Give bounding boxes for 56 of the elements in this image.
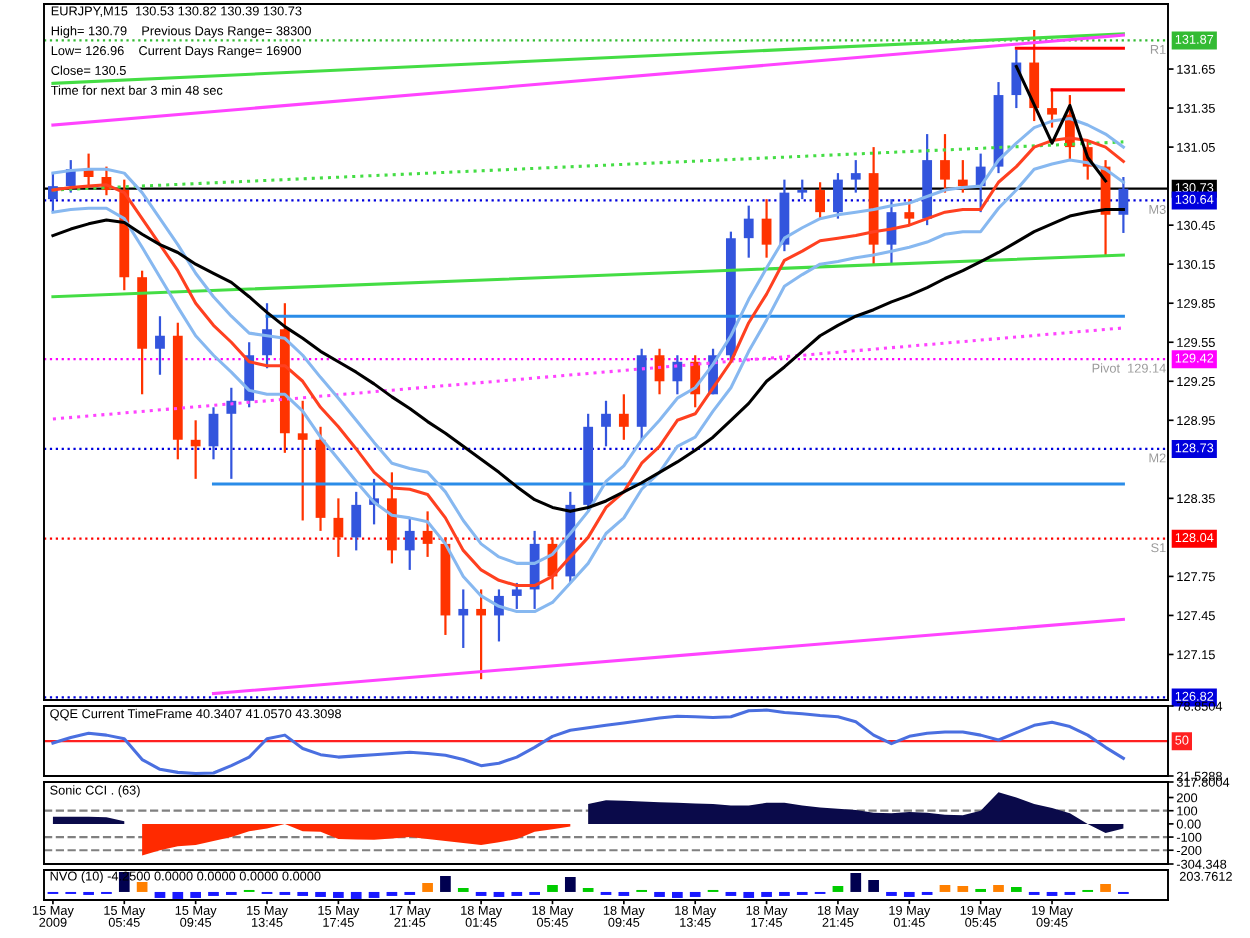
candlestick (422, 510, 433, 559)
candlestick (262, 302, 272, 370)
bar (547, 884, 558, 892)
bar (154, 891, 166, 898)
candlestick (833, 172, 843, 220)
candlestick (601, 399, 611, 448)
candlestick (957, 159, 968, 194)
bar (654, 891, 665, 897)
bar (672, 891, 683, 898)
bar (172, 891, 184, 899)
candlestick (743, 204, 754, 259)
candlestick (297, 399, 308, 522)
candlestick (797, 178, 808, 201)
candlestick (404, 516, 415, 572)
candlestick (940, 132, 950, 194)
candlestick (672, 354, 683, 396)
candlestick (850, 159, 861, 194)
candlestick (351, 490, 362, 552)
bar (903, 891, 915, 897)
candlestick (1118, 175, 1129, 235)
bar (993, 884, 1004, 892)
bar (832, 885, 844, 892)
bar (422, 882, 433, 892)
bar (493, 891, 505, 897)
candlestick (904, 198, 915, 227)
candlestick (333, 497, 344, 559)
bar (564, 876, 576, 892)
bar (850, 873, 862, 892)
bar (1011, 886, 1022, 892)
bar (136, 881, 148, 892)
bar (689, 891, 701, 897)
bar (939, 884, 951, 892)
bar (368, 891, 380, 898)
bar (868, 879, 879, 892)
candlestick (815, 181, 825, 220)
bar (957, 885, 969, 892)
candlestick (226, 386, 237, 480)
bar (743, 891, 755, 898)
bar (350, 891, 362, 899)
candlestick (761, 198, 772, 259)
candlestick (1047, 87, 1057, 129)
candlestick (155, 315, 165, 376)
line-series (51, 708, 1125, 775)
bar (190, 891, 201, 898)
bar (1100, 883, 1111, 892)
candlestick (458, 588, 469, 650)
bar (761, 891, 772, 897)
candlestick (476, 588, 487, 681)
bar (333, 891, 344, 898)
bar (440, 875, 451, 892)
candlestick (1029, 28, 1040, 123)
candlestick (208, 406, 219, 461)
bar (315, 891, 326, 897)
candlestick (190, 419, 201, 480)
candlestick (618, 393, 629, 441)
candlestick (511, 581, 522, 611)
